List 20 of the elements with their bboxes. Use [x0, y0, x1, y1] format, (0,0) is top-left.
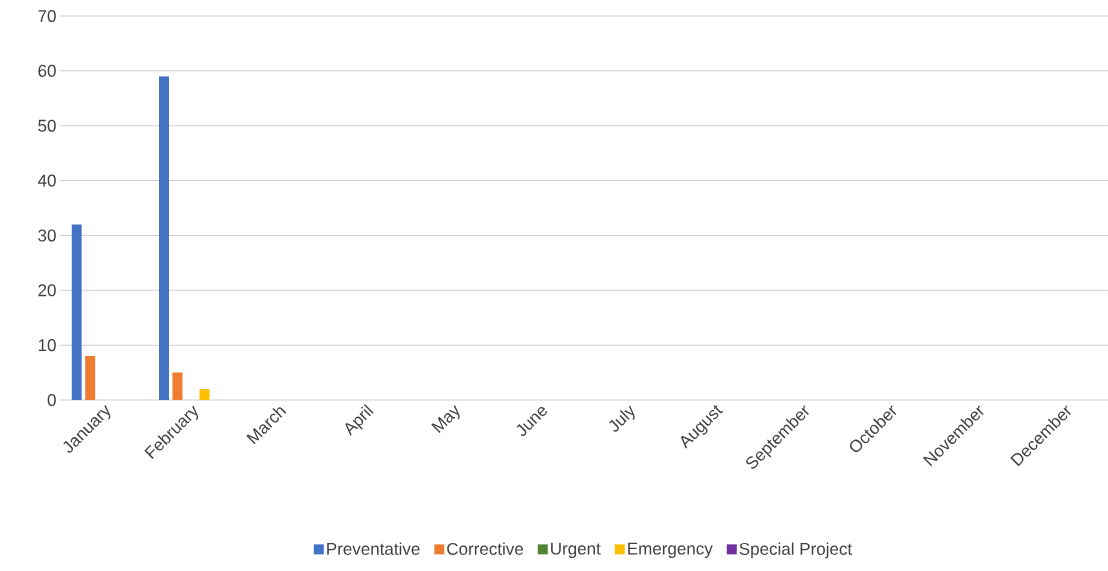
x-tick-label: May	[431, 405, 460, 434]
y-tick-label: 50	[38, 119, 56, 132]
bar	[85, 356, 96, 400]
legend-label: Emergency	[628, 542, 713, 558]
y-tick-label: 40	[37, 174, 56, 187]
y-tick-label: 30	[38, 229, 56, 242]
legend-label: Urgent	[551, 542, 601, 558]
bar	[159, 76, 169, 400]
legend-label: Corrective	[447, 542, 524, 555]
legend-label: Preventative	[327, 542, 420, 555]
bar	[172, 372, 183, 400]
bar	[199, 389, 210, 400]
y-tick-label: 60	[38, 64, 56, 77]
y-tick-label: 0	[47, 393, 56, 407]
x-tick-label: July	[609, 405, 635, 432]
y-tick-label: 20	[38, 284, 56, 297]
y-tick-label: 70	[38, 9, 56, 23]
legend-label: Special Project	[739, 542, 853, 559]
y-tick-label: 10	[38, 339, 56, 352]
bar	[71, 224, 82, 400]
